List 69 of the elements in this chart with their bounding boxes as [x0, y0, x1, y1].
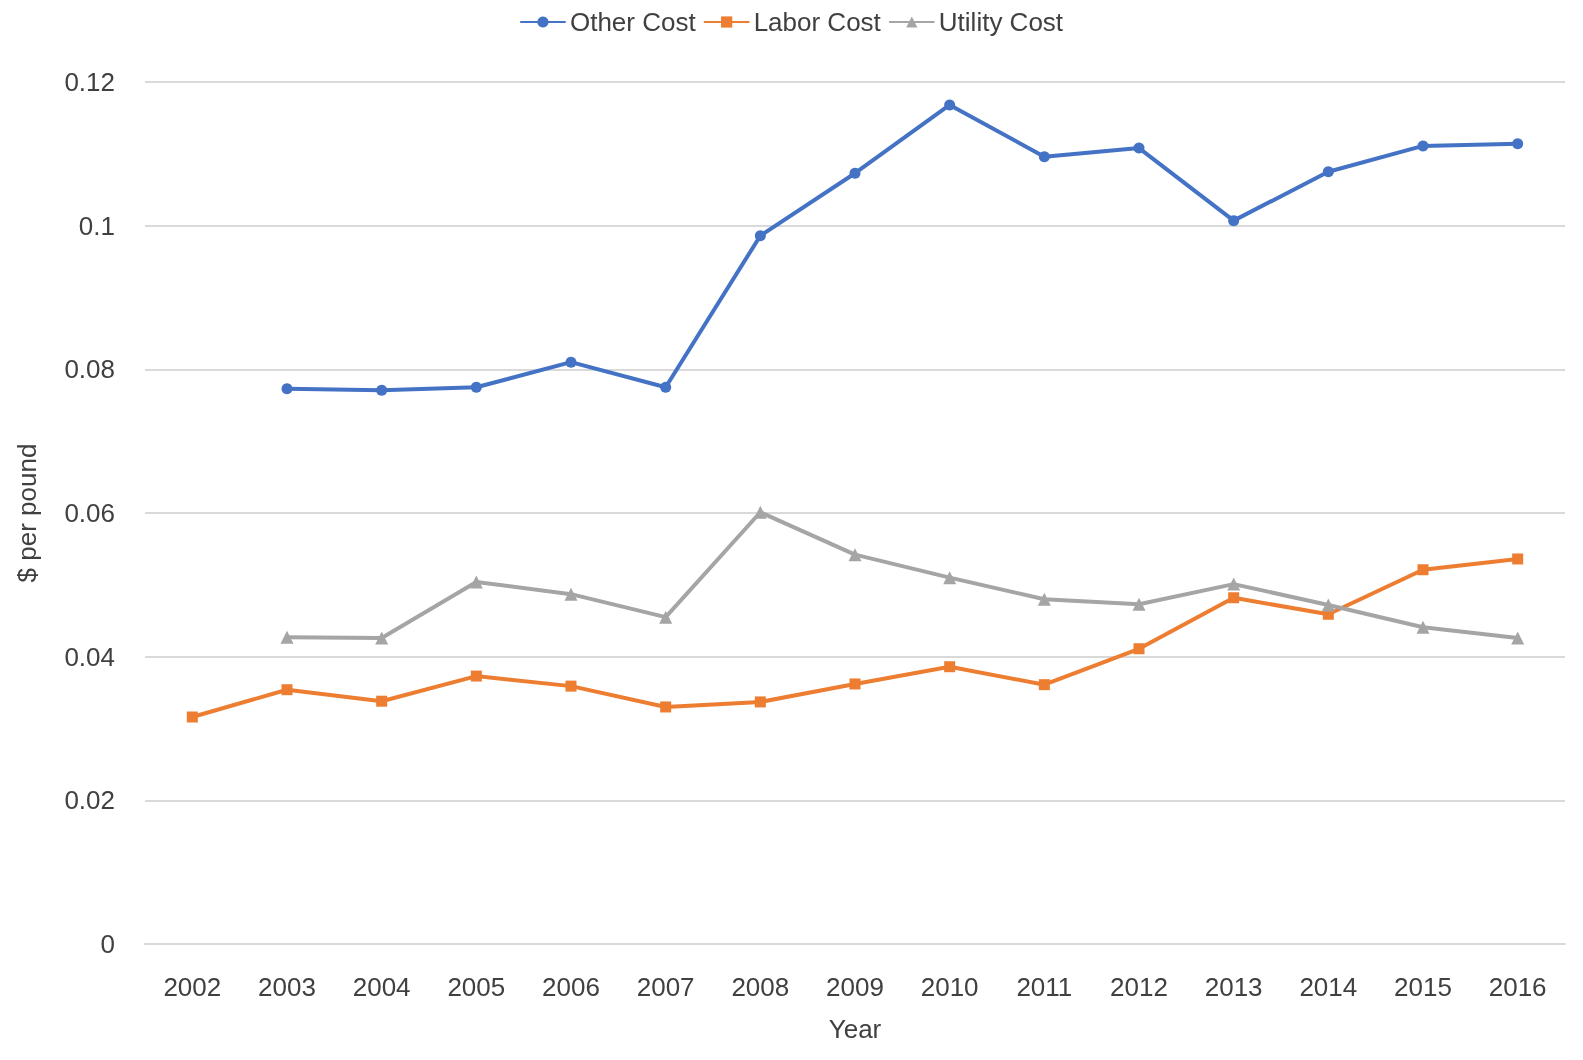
x-tick-label: 2014	[1299, 972, 1358, 1002]
point	[1133, 643, 1145, 655]
y-tick-label: 0.02	[64, 785, 115, 816]
y-tick-label: 0.06	[64, 498, 115, 528]
point	[1132, 597, 1146, 611]
point	[281, 684, 293, 696]
point	[375, 631, 389, 645]
legend-label: Utility Cost	[938, 7, 1064, 37]
point	[376, 384, 388, 396]
point	[754, 696, 766, 708]
x-tick-label: 2008	[731, 972, 790, 1002]
y-axis-title: $ per pound	[12, 443, 42, 583]
point	[848, 548, 862, 562]
point	[944, 99, 956, 111]
y-tick-label: 0.1	[78, 210, 115, 241]
point	[565, 680, 577, 692]
point	[565, 356, 577, 368]
y-tick-label: 0.04	[64, 641, 115, 672]
x-tick-label: 2015	[1394, 972, 1452, 1002]
point	[1512, 553, 1524, 565]
point	[1322, 166, 1334, 178]
point	[1037, 592, 1051, 606]
point	[1417, 140, 1429, 152]
point	[1133, 142, 1145, 154]
legend-label: Other Cost	[569, 7, 697, 37]
point	[281, 383, 293, 395]
x-tick-label: 2009	[826, 972, 884, 1002]
x-tick-label: 2011	[1016, 972, 1073, 1002]
point	[470, 670, 482, 682]
x-tick-label: 2004	[352, 972, 411, 1002]
point	[943, 571, 957, 585]
point	[659, 610, 673, 624]
legend-label: Labor Cost	[753, 7, 882, 37]
point	[1228, 215, 1240, 227]
x-tick-label: 2002	[163, 972, 222, 1002]
point	[849, 167, 861, 179]
point	[1511, 631, 1525, 645]
point	[849, 678, 861, 690]
x-tick-label: 2010	[920, 972, 979, 1002]
point	[944, 661, 956, 673]
point	[1416, 620, 1430, 634]
x-tick-label: 2003	[258, 972, 316, 1002]
point	[660, 381, 672, 393]
y-tick-label: 0.08	[64, 354, 115, 385]
x-tick-label: 2013	[1204, 972, 1263, 1002]
point	[470, 381, 482, 393]
point	[754, 230, 766, 242]
point	[280, 630, 294, 644]
y-tick-label: 0	[100, 929, 115, 959]
x-tick-label: 2007	[636, 972, 695, 1002]
point	[1227, 577, 1241, 591]
point	[1417, 564, 1429, 576]
point	[1038, 151, 1050, 163]
x-tick-label: 2005	[447, 972, 506, 1002]
x-tick-label: 2012	[1110, 972, 1168, 1002]
point	[376, 695, 388, 707]
x-tick-label: 2016	[1488, 972, 1547, 1002]
point	[186, 711, 198, 723]
point	[1321, 598, 1335, 612]
point	[469, 575, 483, 589]
y-tick-label: 0.12	[64, 67, 115, 97]
point	[1038, 679, 1050, 691]
x-axis-title: Year	[828, 1014, 882, 1044]
point	[564, 587, 578, 601]
point	[660, 701, 672, 713]
point	[753, 505, 767, 519]
point	[1228, 592, 1240, 604]
point	[1512, 138, 1524, 150]
x-tick-label: 2006	[542, 972, 600, 1002]
